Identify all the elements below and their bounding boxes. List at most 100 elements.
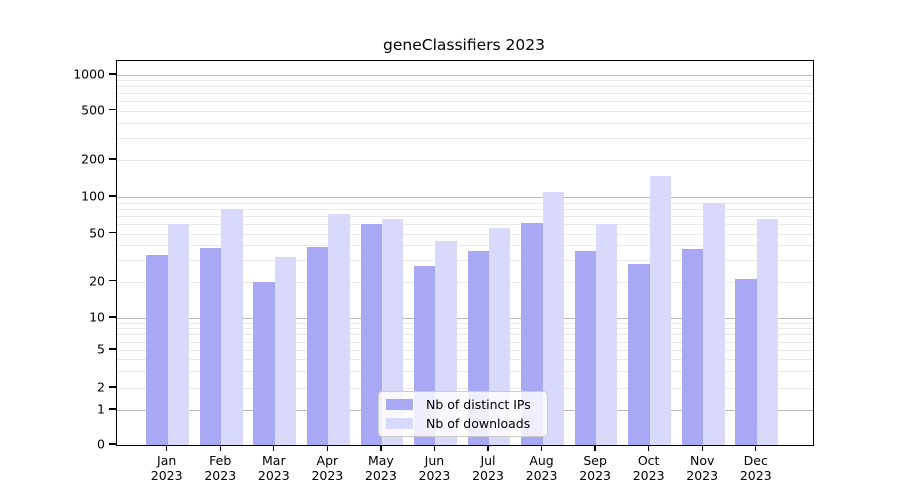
x-tick-mark-jun [433, 445, 436, 452]
x-tick-year: 2023 [364, 468, 397, 483]
gridline-1000 [117, 75, 813, 76]
gridline-10 [117, 318, 813, 319]
legend-swatch-icon [386, 399, 413, 410]
bar-nb-of-distinct-ips-nov [681, 249, 704, 445]
y-tick-label-2: 2 [97, 379, 105, 395]
x-tick-month: Jun [424, 453, 445, 468]
bar-nb-of-distinct-ips-aug [521, 223, 543, 445]
x-tick-label-dec: Dec 2023 [726, 453, 786, 483]
y-tick-mark-1 [109, 408, 116, 410]
x-tick-month: May [367, 453, 394, 468]
legend-entry-nb-of-downloads: Nb of downloads [379, 416, 547, 431]
bar-nb-of-distinct-ips-dec [735, 278, 757, 445]
gridline-5 [117, 350, 813, 351]
y-tick-label-200: 200 [81, 151, 105, 167]
bar-nb-of-distinct-ips-feb [199, 247, 222, 445]
x-tick-month: Oct [637, 453, 660, 468]
x-tick-year: 2023 [150, 468, 183, 483]
y-tick-label-1000: 1000 [73, 66, 105, 82]
x-tick-year: 2023 [257, 468, 290, 483]
gridline-7 [117, 334, 813, 336]
bar-nb-of-downloads-nov [703, 202, 725, 445]
x-tick-month: Aug [529, 453, 554, 468]
x-tick-mark-nov [701, 445, 703, 452]
gridline-60 [117, 223, 813, 225]
gridline-800 [117, 86, 813, 88]
x-tick-year: 2023 [311, 468, 344, 483]
gridline-2 [117, 388, 813, 389]
y-tick-label-0: 0 [97, 436, 105, 452]
bar-nb-of-distinct-ips-may [360, 223, 382, 445]
x-tick-label-jun: Jun 2023 [404, 453, 464, 483]
x-tick-mark-jul [487, 445, 489, 452]
legend-label: Nb of downloads [426, 416, 531, 431]
gridline-100 [117, 197, 813, 198]
x-tick-label-mar: Mar 2023 [244, 453, 304, 483]
y-tick-mark-0 [109, 443, 116, 445]
legend-swatch-icon [386, 418, 413, 429]
gridline-700 [117, 93, 813, 95]
gridline-6 [117, 341, 813, 343]
chart-title: geneClassifiers 2023 [383, 36, 545, 54]
bar-nb-of-distinct-ips-sep [574, 250, 597, 445]
gridline-500 [117, 110, 813, 112]
x-tick-label-aug: Aug 2023 [512, 453, 572, 483]
y-tick-mark-10 [109, 316, 116, 318]
y-tick-label-100: 100 [81, 188, 105, 204]
gridline-50 [117, 233, 813, 235]
bar-nb-of-downloads-sep [596, 223, 618, 445]
bar-nb-of-distinct-ips-mar [253, 281, 275, 445]
bar-nb-of-distinct-ips-oct [628, 263, 650, 445]
gridline-70 [117, 215, 813, 217]
x-tick-mark-apr [326, 445, 328, 452]
y-tick-label-1: 1 [97, 401, 105, 417]
y-tick-mark-200 [109, 158, 116, 160]
bar-nb-of-downloads-dec [756, 218, 779, 445]
y-tick-label-10: 10 [89, 309, 105, 325]
x-tick-month: Apr [316, 453, 339, 468]
gridline-200 [117, 160, 813, 161]
x-tick-label-feb: Feb 2023 [190, 453, 250, 483]
gridline-400 [117, 122, 813, 124]
x-tick-mark-jan [166, 445, 168, 452]
plot-area [116, 60, 814, 446]
gridline-600 [117, 101, 813, 103]
legend: Nb of distinct IPs Nb of downloads [378, 391, 548, 437]
x-tick-label-may: May 2023 [351, 453, 411, 483]
x-tick-label-apr: Apr 2023 [297, 453, 357, 483]
y-tick-mark-100 [109, 195, 116, 197]
gridline-80 [117, 208, 813, 210]
gridline-30 [117, 260, 813, 262]
legend-label: Nb of distinct IPs [426, 397, 531, 412]
x-tick-mark-oct [648, 445, 650, 452]
x-tick-label-jul: Jul 2023 [458, 453, 518, 483]
x-tick-label-sep: Sep 2023 [565, 453, 625, 483]
x-tick-mark-may [380, 445, 382, 452]
bar-nb-of-downloads-oct [649, 176, 672, 445]
y-tick-label-50: 50 [89, 225, 105, 240]
gridline-20 [117, 281, 813, 283]
x-tick-mark-dec [755, 445, 757, 452]
x-tick-mark-aug [540, 445, 543, 452]
x-tick-year: 2023 [739, 468, 772, 483]
bar-nb-of-distinct-ips-apr [306, 246, 329, 445]
x-tick-month: Dec [743, 453, 768, 468]
x-tick-year: 2023 [418, 468, 451, 483]
y-tick-mark-5 [109, 348, 116, 350]
x-tick-month: Jul [480, 453, 496, 468]
x-tick-label-oct: Oct 2023 [619, 453, 679, 483]
bar-nb-of-downloads-jan [167, 223, 190, 445]
y-tick-mark-50 [109, 231, 116, 234]
y-tick-label-20: 20 [89, 273, 105, 288]
y-tick-mark-20 [109, 279, 116, 282]
y-tick-label-5: 5 [97, 341, 105, 357]
gridline-900 [117, 80, 813, 82]
bar-nb-of-downloads-jul [489, 227, 511, 445]
x-tick-mark-feb [219, 445, 221, 452]
bar-nb-of-downloads-apr [328, 214, 350, 445]
x-tick-month: Nov [689, 453, 715, 468]
x-tick-label-jan: Jan 2023 [137, 453, 197, 483]
gridline-9 [117, 322, 813, 324]
x-tick-year: 2023 [686, 468, 719, 483]
